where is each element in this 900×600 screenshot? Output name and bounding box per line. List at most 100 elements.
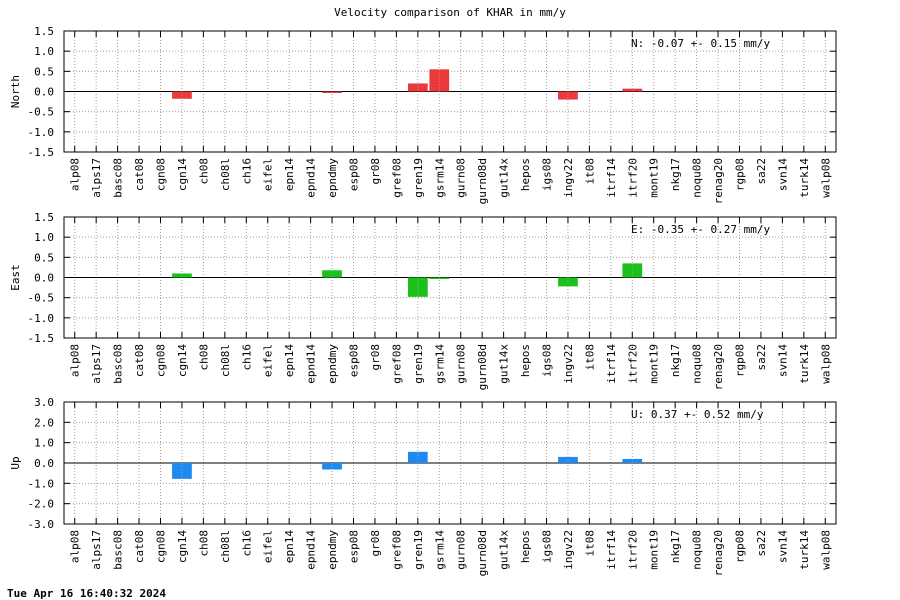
x-tick-label: gurn08 — [455, 344, 468, 384]
y-tick-label: 0.5 — [34, 251, 54, 264]
x-tick-label: esp08 — [348, 158, 361, 191]
x-tick-label: gut14x — [498, 344, 511, 384]
x-tick-label: gren19 — [412, 344, 425, 384]
x-tick-label: itrf20 — [626, 344, 639, 384]
x-tick-label: gren19 — [412, 530, 425, 570]
x-tick-label: ch08 — [197, 344, 210, 371]
x-tick-label: cat08 — [133, 530, 146, 563]
x-tick-label: ch08l — [219, 158, 232, 191]
y-tick-label: -1.0 — [28, 477, 55, 490]
bar-itrf20 — [622, 263, 643, 278]
stats-legend: E: -0.35 +- 0.27 mm/y — [631, 223, 770, 236]
x-tick-label: gsrm14 — [433, 344, 446, 384]
x-tick-label: cgn08 — [155, 530, 168, 563]
x-tick-label: basc08 — [112, 344, 125, 384]
y-tick-label: 3.0 — [34, 396, 54, 409]
x-tick-label: renag20 — [712, 530, 725, 576]
y-tick-label: -2.0 — [28, 498, 55, 511]
x-tick-label: alps17 — [90, 158, 103, 198]
x-tick-label: nkg17 — [669, 344, 682, 377]
y-tick-label: 1.5 — [34, 25, 54, 38]
x-tick-label: cgn14 — [176, 344, 189, 377]
x-tick-label: cgn08 — [155, 158, 168, 191]
panel-east: 1.5 1.0 0.5 0.0 -0.5 -1.0 -1.5 alp08 alps17 basc0… — [9, 211, 837, 390]
plot-frame — [63, 401, 837, 525]
bar-ingv22 — [558, 91, 578, 100]
x-tick-label: itrf14 — [605, 530, 618, 570]
x-tick-label: alp08 — [69, 530, 82, 563]
x-tick-label: gref08 — [390, 530, 403, 570]
x-tick-label: igs08 — [541, 530, 554, 563]
x-tick-label: gurn08d — [476, 344, 489, 390]
x-tick-label: epnd14 — [305, 530, 318, 570]
y-tick-label: 0.0 — [34, 457, 54, 470]
panel-north: Velocity comparison of KHAR in mm/y 1.5 1.… — [9, 6, 837, 204]
x-tick-label: ch08l — [219, 344, 232, 377]
x-tick-label: hepos — [519, 344, 532, 377]
y-tick-label: 0.0 — [34, 86, 54, 99]
x-tick-label: ingv22 — [562, 530, 575, 570]
x-tick-label: epndmy — [326, 344, 339, 384]
x-tick-label: sa22 — [755, 158, 768, 185]
x-tick-label: itrf20 — [626, 158, 639, 198]
plot-frame — [63, 30, 837, 153]
x-tick-label: epn14 — [283, 158, 296, 191]
y-axis-label: Up — [9, 456, 22, 469]
y-tick-label: -3.0 — [28, 518, 55, 531]
bar-gren19 — [407, 277, 428, 297]
y-tick-label: -1.5 — [28, 146, 55, 159]
bar-gren19 — [407, 451, 428, 463]
x-tick-label: alps17 — [90, 530, 103, 570]
y-tick-label: 1.0 — [34, 437, 54, 450]
x-tick-label: hepos — [519, 158, 532, 191]
y-tick-label: 1.5 — [34, 211, 54, 224]
x-tick-label: noqu08 — [691, 530, 704, 570]
bar-gren19 — [407, 83, 428, 92]
bar-gsrm14 — [429, 69, 450, 92]
x-tick-label: svn14 — [776, 344, 789, 377]
x-tick-label: rgp08 — [734, 158, 747, 191]
x-tick-label: it08 — [583, 530, 596, 557]
bar-epndmy — [322, 91, 342, 93]
x-tick-label: ch16 — [240, 344, 253, 371]
x-tick-label: renag20 — [712, 158, 725, 204]
y-tick-label: 1.0 — [34, 231, 54, 244]
x-tick-label: walp08 — [819, 158, 832, 198]
x-tick-label: ch08 — [197, 530, 210, 557]
x-tick-label: gurn08 — [455, 530, 468, 570]
x-tick-label: sa22 — [755, 530, 768, 557]
x-tick-label: epnd14 — [305, 158, 318, 198]
x-tick-label: turk14 — [798, 344, 811, 384]
x-tick-label: svn14 — [776, 158, 789, 191]
y-tick-label: 0.5 — [34, 65, 54, 78]
bar-ingv22 — [558, 277, 578, 287]
x-tick-label: gsrm14 — [433, 158, 446, 198]
bar-gsrm14 — [429, 277, 450, 279]
x-tick-label: epn14 — [283, 344, 296, 377]
x-tick-label: mont19 — [648, 344, 661, 384]
y-tick-label: -1.5 — [28, 332, 55, 345]
bar-cgn14 — [172, 463, 192, 479]
timestamp-footer: Tue Apr 16 16:40:32 2024 — [7, 587, 166, 600]
x-tick-label: eifel — [262, 530, 275, 563]
x-tick-label: it08 — [583, 344, 596, 371]
x-tick-label: esp08 — [348, 344, 361, 377]
x-tick-label: nkg17 — [669, 158, 682, 191]
x-tick-label: ch16 — [240, 530, 253, 557]
y-axis-label: North — [9, 75, 22, 108]
bar-cgn14 — [172, 91, 192, 99]
x-tick-label: ingv22 — [562, 344, 575, 384]
x-tick-label: itrf14 — [605, 158, 618, 198]
y-axis-label: East — [9, 264, 22, 291]
x-tick-label: cgn14 — [176, 158, 189, 191]
x-tick-label: eifel — [262, 344, 275, 377]
y-tick-label: 1.0 — [34, 45, 54, 58]
y-tick-label: 0.0 — [34, 272, 54, 285]
x-tick-label: esp08 — [348, 530, 361, 563]
x-tick-label: renag20 — [712, 344, 725, 390]
plot-frame — [63, 216, 837, 339]
x-tick-label: turk14 — [798, 158, 811, 198]
x-tick-label: gut14x — [498, 530, 511, 570]
x-tick-label: gurn08d — [476, 530, 489, 576]
